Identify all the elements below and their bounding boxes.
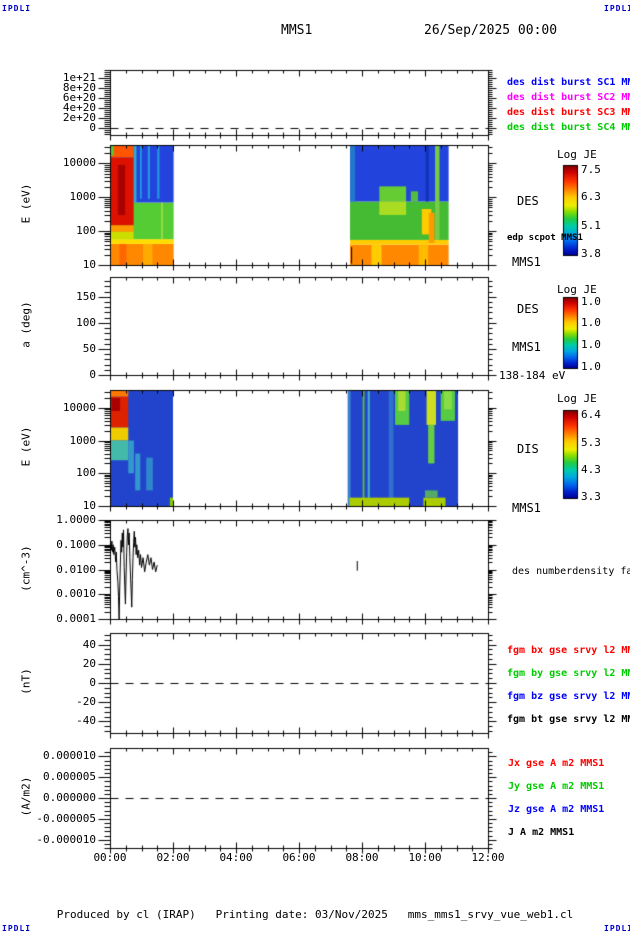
fgm-b-gse-ytick-label: 20	[82, 657, 96, 670]
des-energy-spectrogram-ytick-label: 1000	[69, 190, 97, 203]
des-numberdensity-y-axis-title: (cm^-3)	[19, 544, 33, 592]
des-energy-spectrogram-ytick-label: 10	[82, 258, 96, 271]
des-dist-burst-ytick-label: 0	[89, 121, 96, 134]
fgm-b-gse-legend-entry: fgm bt gse srvy l2 MMS1	[507, 714, 630, 725]
des-energy-spectrogram-right-label: edp scpot MMS1	[507, 233, 583, 243]
j-gse-ytick-label: 0.000000	[43, 791, 96, 804]
des-dist-burst-ytick-label: 8e+20	[62, 81, 96, 94]
des-energy-spectrogram-colorbar-title: Log JE	[557, 148, 597, 161]
dis-energy-spectrogram-right-label: DIS	[517, 442, 539, 456]
dis-energy-spectrogram-ytick-label: 1000	[69, 434, 97, 447]
page-title: MMS1	[281, 23, 313, 38]
des-numberdensity-ytick-label: 0.1000	[56, 538, 96, 551]
dis-energy-spectrogram-ytick-label: 10	[82, 499, 96, 512]
des-dist-burst-ytick-label: 1e+21	[62, 71, 96, 84]
des-numberdensity-ytick-label: 0.0001	[56, 612, 96, 625]
j-gse-legend-entry: Jz gse A m2 MMS1	[508, 804, 605, 815]
dis-energy-spectrogram-colorbar-tick-label: 3.3	[581, 490, 601, 504]
dis-energy-spectrogram-y-axis-title: E (eV)	[19, 426, 33, 467]
dis-energy-spectrogram-colorbar-tick-label: 4.3	[581, 462, 601, 476]
des-pitch-angle-colorbar-tick-label: 1.0	[581, 360, 601, 374]
des-numberdensity-ytick-label: 0.0100	[56, 563, 96, 576]
des-numberdensity-right-label: des numberdensity fast M	[512, 566, 630, 577]
des-energy-spectrogram-y-axis-title: E (eV)	[19, 183, 33, 224]
fgm-b-gse-ytick-label: -40	[76, 714, 96, 727]
idl-logo-top-right: IPDLI	[604, 4, 630, 13]
j-gse-ytick-label: 0.000005	[43, 770, 96, 783]
dis-energy-spectrogram-ytick-label: 100	[76, 466, 96, 479]
time-axis-label: 08:00	[345, 851, 379, 864]
des-energy-spectrogram-colorbar-tick-label: 5.1	[581, 219, 601, 233]
des-dist-burst-legend-entry: des dist burst SC3 MMS3	[507, 107, 630, 118]
des-pitch-angle-colorbar-tick-label: 1.0	[581, 316, 601, 330]
dis-energy-spectrogram-ytick-label: 10000	[62, 401, 96, 414]
fgm-b-gse-legend-entry: fgm by gse srvy l2 MMS1	[507, 668, 630, 679]
des-pitch-angle-right-label: DES	[517, 302, 539, 316]
des-energy-spectrogram-ytick-label: 10000	[62, 156, 96, 169]
des-pitch-angle-right-label: MMS1	[512, 340, 541, 354]
fgm-b-gse-legend-entry: fgm bx gse srvy l2 MMS1	[507, 645, 630, 656]
des-dist-burst-ytick-label: 2e+20	[62, 111, 96, 124]
time-axis-label: 12:00	[471, 851, 505, 864]
time-axis-label: 06:00	[282, 851, 316, 864]
des-pitch-angle-ytick-label: 50	[82, 342, 96, 355]
j-gse-ytick-label: -0.000010	[36, 833, 96, 846]
des-pitch-angle-colorbar-tick-label: 1.0	[581, 338, 601, 352]
des-dist-burst-legend-entry: des dist burst SC2 MMS2	[507, 92, 630, 103]
fgm-b-gse-ytick-label: 40	[82, 638, 96, 651]
des-pitch-angle-ytick-label: 0	[89, 368, 96, 381]
idl-logo-bottom-left: IPDLI	[2, 924, 32, 933]
time-axis-label: 00:00	[93, 851, 127, 864]
des-energy-spectrogram-right-label: DES	[517, 194, 539, 208]
dis-energy-spectrogram-colorbar-tick-label: 6.4	[581, 408, 601, 422]
des-pitch-angle-ytick-label: 150	[76, 290, 96, 303]
des-dist-burst-legend-entry: des dist burst SC1 MMS1	[507, 77, 630, 88]
dis-energy-spectrogram-colorbar-title: Log JE	[557, 392, 597, 405]
des-energy-spectrogram-right-label: MMS1	[512, 255, 541, 269]
des-numberdensity-ytick-label: 0.0010	[56, 587, 96, 600]
des-pitch-angle-colorbar-title: Log JE	[557, 283, 597, 296]
j-gse-legend-entry: Jy gse A m2 MMS1	[508, 781, 605, 792]
idl-logo-bottom-right: IPDLI	[604, 924, 630, 933]
j-gse-legend-entry: Jx gse A m2 MMS1	[508, 758, 605, 769]
des-energy-spectrogram-colorbar-tick-label: 6.3	[581, 190, 601, 204]
time-axis-label: 02:00	[156, 851, 190, 864]
dis-energy-spectrogram-colorbar-tick-label: 5.3	[581, 435, 601, 449]
des-energy-spectrogram-colorbar-tick-label: 3.8	[581, 247, 601, 261]
des-numberdensity-ytick-label: 1.0000	[56, 513, 96, 526]
time-axis-label: 04:00	[219, 851, 253, 864]
j-gse-legend-entry: J A m2 MMS1	[508, 827, 575, 838]
footer-text: Produced by cl (IRAP) Printing date: 03/…	[56, 908, 574, 921]
j-gse-y-axis-title: (A/m2)	[19, 776, 33, 817]
j-gse-ytick-label: 0.000010	[43, 749, 96, 762]
des-dist-burst-ytick-label: 6e+20	[62, 91, 96, 104]
fgm-b-gse-ytick-label: 0	[89, 676, 96, 689]
page-date: 26/Sep/2025 00:00	[424, 23, 558, 38]
time-axis-label: 10:00	[408, 851, 442, 864]
fgm-b-gse-ytick-label: -20	[76, 695, 96, 708]
idl-logo-top-left: IPDLI	[2, 4, 32, 13]
des-pitch-angle-colorbar-tick-label: 1.0	[581, 294, 601, 308]
des-dist-burst-legend-entry: des dist burst SC4 MMS4	[507, 122, 630, 133]
des-pitch-angle-y-axis-title: a (deg)	[19, 301, 33, 348]
des-energy-spectrogram-colorbar-tick-label: 7.5	[581, 162, 601, 176]
fgm-b-gse-y-axis-title: (nT)	[19, 668, 33, 695]
fgm-b-gse-legend-entry: fgm bz gse srvy l2 MMS1	[507, 691, 630, 702]
j-gse-ytick-label: -0.000005	[36, 812, 96, 825]
dis-energy-spectrogram-right-label: MMS1	[512, 501, 541, 515]
des-energy-spectrogram-ytick-label: 100	[76, 224, 96, 237]
des-pitch-angle-right-label: 138-184 eV	[499, 369, 566, 382]
des-pitch-angle-ytick-label: 100	[76, 316, 96, 329]
des-dist-burst-ytick-label: 4e+20	[62, 101, 96, 114]
